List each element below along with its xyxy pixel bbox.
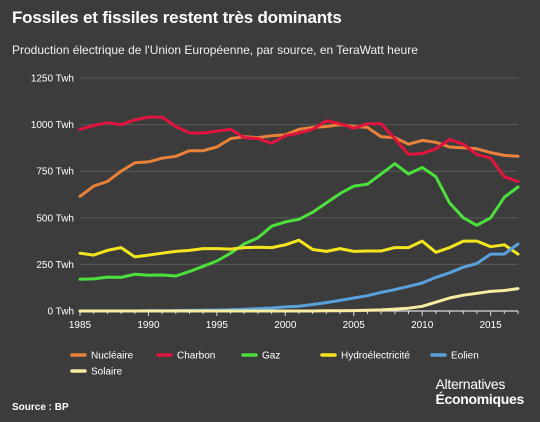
y-tick-label: 1250 Twh bbox=[31, 74, 74, 85]
legend-label: Solaire bbox=[91, 367, 123, 378]
x-tick-label: 2000 bbox=[274, 320, 297, 331]
y-tick-label: 500 Twh bbox=[36, 213, 74, 224]
series-line-charbon bbox=[78, 115, 520, 183]
legend: Nucléaire Charbon Gaz Hydroélectricité Eolie… bbox=[70, 351, 479, 378]
legend-label: Charbon bbox=[177, 351, 215, 362]
y-tick-label: 750 Twh bbox=[36, 167, 74, 178]
series-line-solaire bbox=[78, 287, 520, 313]
series-line-hydroelectricite bbox=[78, 238, 520, 259]
x-tick-label: 2015 bbox=[480, 320, 503, 331]
brand-logo: Alternatives Économiques bbox=[436, 377, 525, 406]
x-tick-label: 1995 bbox=[206, 320, 229, 331]
chart-subtitle: Production électrique de l'Union Europée… bbox=[12, 43, 418, 57]
x-tick-label: 2010 bbox=[411, 320, 434, 331]
x-tick-label: 1985 bbox=[69, 320, 92, 331]
series-lines bbox=[78, 115, 520, 313]
legend-label: Eolien bbox=[451, 351, 479, 362]
legend-label: Hydroélectricité bbox=[341, 351, 410, 362]
axes: 0 Twh 250 Twh 500 Twh 750 Twh 1000 Twh 1250 T… bbox=[31, 74, 519, 331]
series-line-gaz bbox=[78, 162, 520, 281]
y-tick-label: 1000 Twh bbox=[31, 120, 74, 131]
brand-line-1: Alternatives bbox=[435, 376, 506, 392]
x-tick-label: 1990 bbox=[137, 320, 160, 331]
y-tick-label: 250 Twh bbox=[36, 260, 74, 271]
y-tick-label: 0 Twh bbox=[48, 307, 75, 318]
brand-line-2: Économiques bbox=[435, 391, 525, 407]
chart-title: Fossiles et fissiles restent très domina… bbox=[12, 8, 342, 27]
series-line-nucleaire bbox=[78, 123, 520, 198]
source-note: Source : BP bbox=[12, 402, 69, 413]
x-tick-label: 2005 bbox=[343, 320, 366, 331]
legend-label: Gaz bbox=[262, 351, 280, 362]
legend-label: Nucléaire bbox=[91, 351, 134, 362]
